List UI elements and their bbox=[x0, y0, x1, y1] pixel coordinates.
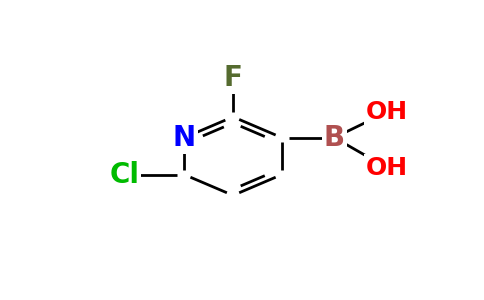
Text: Cl: Cl bbox=[109, 160, 139, 189]
Text: OH: OH bbox=[366, 100, 408, 124]
Text: N: N bbox=[173, 124, 196, 152]
Text: OH: OH bbox=[366, 156, 408, 180]
Text: B: B bbox=[324, 124, 345, 152]
Text: F: F bbox=[224, 64, 242, 92]
